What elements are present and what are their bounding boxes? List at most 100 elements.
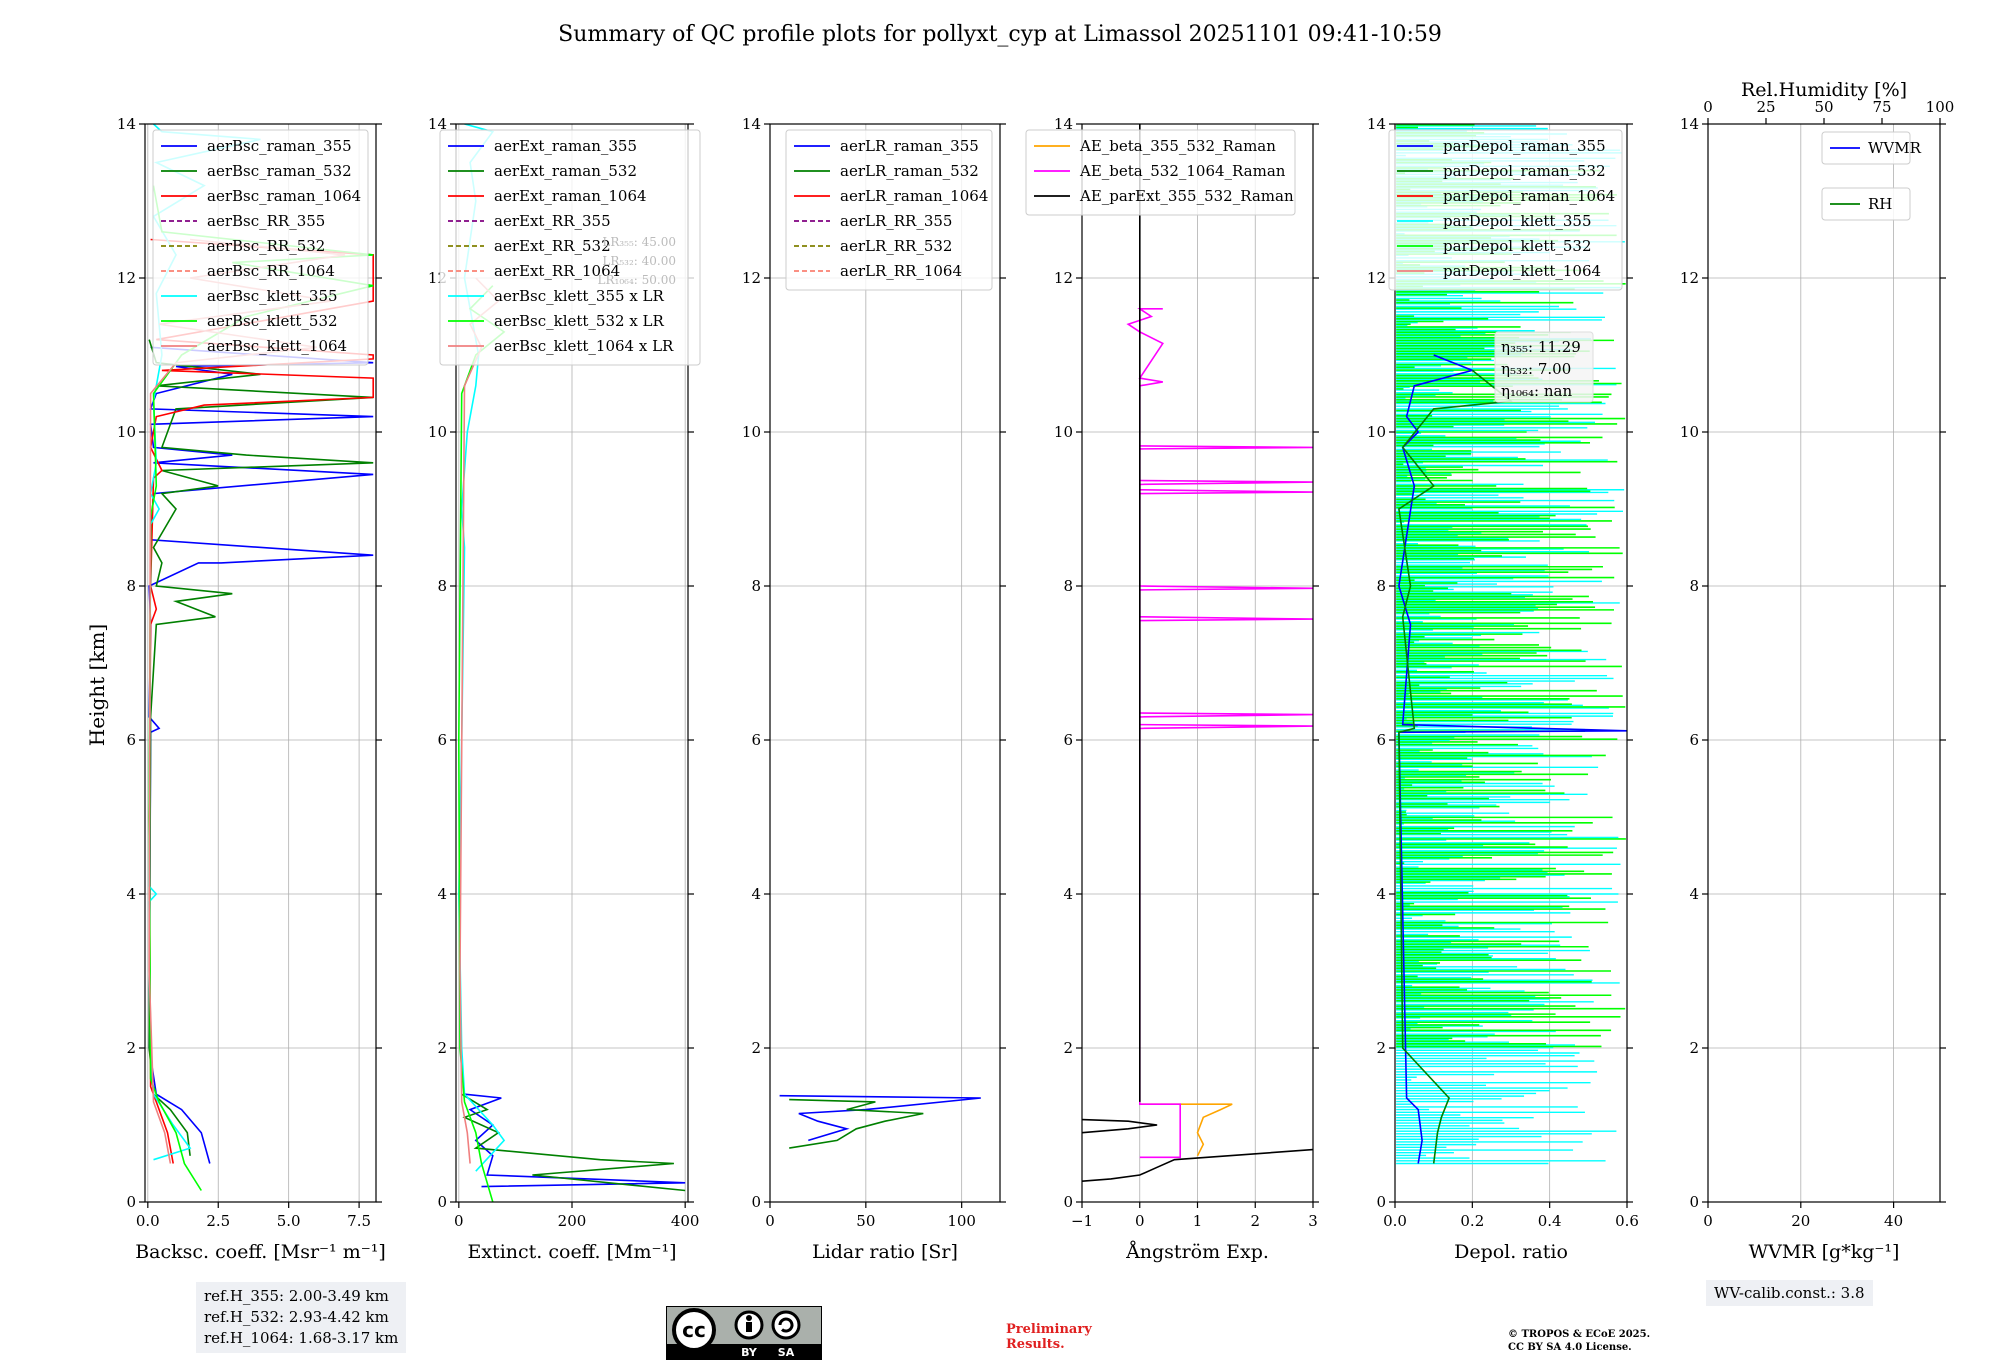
copyright-line-2: CC BY SA 4.0 License. bbox=[1508, 1342, 1632, 1353]
plot-area bbox=[1396, 124, 1627, 1165]
y-tick-label: 4 bbox=[751, 885, 761, 903]
y-tick-label: 8 bbox=[1689, 577, 1699, 595]
legend-label: aerBsc_raman_355 bbox=[207, 137, 352, 155]
y-tick-label: 10 bbox=[742, 423, 761, 441]
legend-label: aerLR_raman_532 bbox=[840, 162, 979, 180]
preliminary-note: Preliminary Results. bbox=[1006, 1322, 1092, 1352]
y-tick-label: 0 bbox=[751, 1193, 761, 1211]
x-tick-label: 50 bbox=[856, 1212, 875, 1230]
legend-label: aerBsc_klett_532 bbox=[207, 312, 338, 330]
legend-label: parDepol_raman_355 bbox=[1443, 137, 1606, 155]
legend-label: aerBsc_klett_532 x LR bbox=[494, 312, 665, 330]
axes-frame bbox=[1394, 123, 1628, 1203]
lidar-ratio-annotation: LR₃₅₅: 45.00 bbox=[602, 235, 676, 249]
series-parDepol_raman_532 bbox=[1398, 369, 1514, 1164]
y-tick-label: 12 bbox=[117, 269, 136, 287]
y-tick-label: 14 bbox=[1680, 115, 1699, 133]
legend-label: aerBsc_klett_1064 bbox=[207, 337, 347, 355]
legend-box bbox=[785, 129, 993, 291]
preliminary-line-2: Results. bbox=[1006, 1337, 1065, 1352]
y-tick-label: 6 bbox=[751, 731, 761, 749]
x-tick-label: 7.5 bbox=[347, 1212, 371, 1230]
by-text: BY bbox=[741, 1346, 758, 1359]
legend-box bbox=[1821, 131, 1911, 165]
series-aerLR_raman_532 bbox=[789, 1098, 924, 1149]
series-AE_beta_355_532_Raman bbox=[1139, 1103, 1233, 1157]
series-aerExt_raman_355 bbox=[464, 1093, 686, 1188]
panel-lidar_ratio: 0 2 4 6 8 10 12 14 0 50 100 Lidar ratio [Sr] aerLR_r… bbox=[742, 115, 1006, 1263]
legend-label: aerExt_RR_532 bbox=[494, 237, 611, 255]
legend-label: WVMR bbox=[1868, 139, 1922, 157]
panel-backscatter: 0 2 4 6 8 10 12 14 0.0 2.5 5.0 7.5 Backsc. coeff. [M… bbox=[117, 115, 386, 1263]
top-x-tick-label: 50 bbox=[1814, 98, 1833, 116]
x-tick-label: 0.4 bbox=[1538, 1212, 1562, 1230]
series-aerExt_raman_532 bbox=[461, 1093, 686, 1192]
legend-label: aerLR_RR_355 bbox=[840, 212, 952, 230]
y-tick-label: 6 bbox=[437, 731, 447, 749]
y-tick-label: 8 bbox=[1376, 577, 1386, 595]
reference-heights-box: ref.H_355: 2.00-3.49 km ref.H_532: 2.93-… bbox=[196, 1282, 407, 1353]
ref-height-532: ref.H_532: 2.93-4.42 km bbox=[204, 1308, 389, 1326]
x-axis-label: Extinct. coeff. [Mm⁻¹] bbox=[467, 1241, 676, 1263]
y-tick-label: 14 bbox=[742, 115, 761, 133]
plot-area bbox=[779, 1094, 981, 1149]
lidar-ratio-annotation: LR₅₃₂: 40.00 bbox=[602, 254, 676, 268]
y-tick-label: 6 bbox=[1063, 731, 1073, 749]
x-tick-label: 1 bbox=[1193, 1212, 1203, 1230]
cc-text: cc bbox=[682, 1318, 706, 1342]
x-axis-label: Depol. ratio bbox=[1454, 1241, 1568, 1263]
eta-box bbox=[1494, 331, 1594, 403]
y-tick-label: 0 bbox=[1689, 1193, 1699, 1211]
x-tick-label: 100 bbox=[947, 1212, 976, 1230]
y-tick-label: 12 bbox=[1054, 269, 1073, 287]
y-tick-label: 0 bbox=[1376, 1193, 1386, 1211]
x-tick-label: 2 bbox=[1250, 1212, 1260, 1230]
cc-by-sa-logo: cc BY SA bbox=[666, 1306, 822, 1360]
x-tick-label: 0 bbox=[765, 1212, 775, 1230]
x-tick-label: 3 bbox=[1308, 1212, 1318, 1230]
y-tick-label: 8 bbox=[1063, 577, 1073, 595]
preliminary-line-1: Preliminary bbox=[1006, 1322, 1092, 1337]
legend-box bbox=[1025, 129, 1296, 216]
y-tick-label: 6 bbox=[126, 731, 136, 749]
lidar-ratio-annotation: LR₁₀₆₄: 50.00 bbox=[598, 273, 676, 287]
y-tick-label: 14 bbox=[1054, 115, 1073, 133]
y-tick-label: 10 bbox=[117, 423, 136, 441]
legend-label: parDepol_klett_355 bbox=[1443, 212, 1592, 230]
top-x-tick-label: 0 bbox=[1703, 98, 1713, 116]
y-tick-label: 6 bbox=[1376, 731, 1386, 749]
y-tick-label: 2 bbox=[1376, 1039, 1386, 1057]
y-tick-label: 14 bbox=[428, 115, 447, 133]
x-axis-label: Backsc. coeff. [Msr⁻¹ m⁻¹] bbox=[135, 1241, 386, 1263]
y-tick-label: 8 bbox=[437, 577, 447, 595]
x-tick-label: 5.0 bbox=[277, 1212, 301, 1230]
series-aerBsc_klett_1064 x LR bbox=[459, 277, 500, 1164]
legend-label: aerBsc_raman_532 bbox=[207, 162, 352, 180]
y-tick-label: 12 bbox=[742, 269, 761, 287]
y-tick-label: 10 bbox=[1367, 423, 1386, 441]
eta-annotation: η₃₅₅: 11.29 bbox=[1501, 338, 1581, 356]
x-tick-label: 0.6 bbox=[1615, 1212, 1639, 1230]
eta-annotation: η₁₀₆₄: nan bbox=[1501, 382, 1572, 400]
ref-height-355: ref.H_355: 2.00-3.49 km bbox=[204, 1287, 389, 1305]
eta-annotation: η₅₃₂: 7.00 bbox=[1501, 360, 1571, 378]
top-x-tick-label: 25 bbox=[1756, 98, 1775, 116]
y-tick-label: 8 bbox=[751, 577, 761, 595]
legend-label: aerLR_RR_1064 bbox=[840, 262, 962, 280]
legend-label: aerLR_raman_1064 bbox=[840, 187, 988, 205]
series-aerBsc_raman_532 bbox=[148, 339, 374, 1156]
axes-frame bbox=[769, 123, 1001, 1203]
y-tick-label: 10 bbox=[1054, 423, 1073, 441]
x-tick-label: 0.2 bbox=[1460, 1212, 1484, 1230]
y-tick-label: 0 bbox=[126, 1193, 136, 1211]
x-axis-label: Ångström Exp. bbox=[1125, 1241, 1269, 1263]
x-tick-label: 0.0 bbox=[136, 1212, 160, 1230]
series-AE_parExt_355_532_Raman bbox=[1082, 1148, 1313, 1182]
x-tick-label: 0.0 bbox=[1383, 1212, 1407, 1230]
legend-label: aerExt_raman_532 bbox=[494, 162, 637, 180]
x-tick-label: 400 bbox=[671, 1212, 700, 1230]
